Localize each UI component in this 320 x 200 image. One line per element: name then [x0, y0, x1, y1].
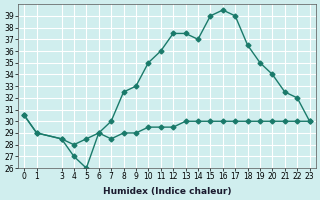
X-axis label: Humidex (Indice chaleur): Humidex (Indice chaleur) [103, 187, 231, 196]
